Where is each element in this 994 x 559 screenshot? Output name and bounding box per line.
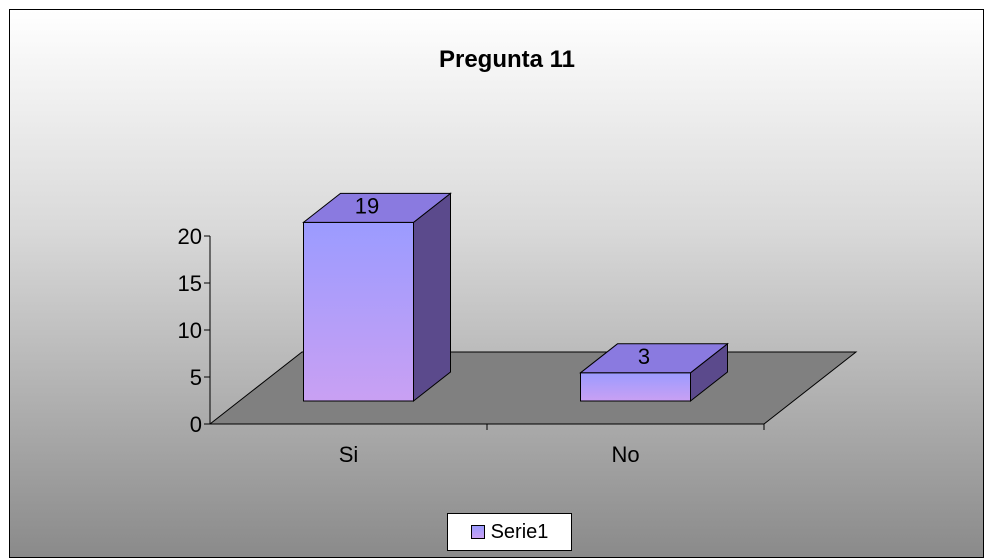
label-layer: Si No 19 3	[339, 193, 650, 467]
legend-label: Serie1	[490, 520, 549, 543]
bar-top	[302, 192, 452, 223]
bar-front	[580, 372, 691, 402]
data-label: 19	[355, 193, 379, 218]
y-tick-label: 10	[178, 318, 202, 343]
y-tick-label: 20	[178, 224, 202, 249]
data-label: 3	[638, 344, 650, 369]
chart-area: Pregunta 11 0 5 10 15 20 Si No 19 3 Serie1	[9, 9, 984, 558]
bar	[302, 192, 452, 403]
chart-title: Pregunta 11	[439, 46, 575, 73]
bar-top	[579, 343, 729, 374]
bar-layer	[302, 192, 729, 403]
y-tick-label: 15	[178, 271, 202, 296]
legend: Serie1	[447, 513, 572, 551]
x-tick-label: Si	[339, 442, 359, 467]
chart-plot: Pregunta 11 0 5 10 15 20 Si No 19 3	[178, 46, 858, 467]
bar	[579, 342, 729, 403]
bar-side	[413, 192, 451, 403]
y-tick-label: 0	[190, 412, 202, 437]
x-tick-label: No	[611, 442, 639, 467]
axis-layer: 0 5 10 15 20	[178, 224, 765, 437]
y-tick-label: 5	[190, 365, 202, 390]
legend-swatch	[470, 525, 485, 539]
bar-front	[303, 221, 414, 402]
